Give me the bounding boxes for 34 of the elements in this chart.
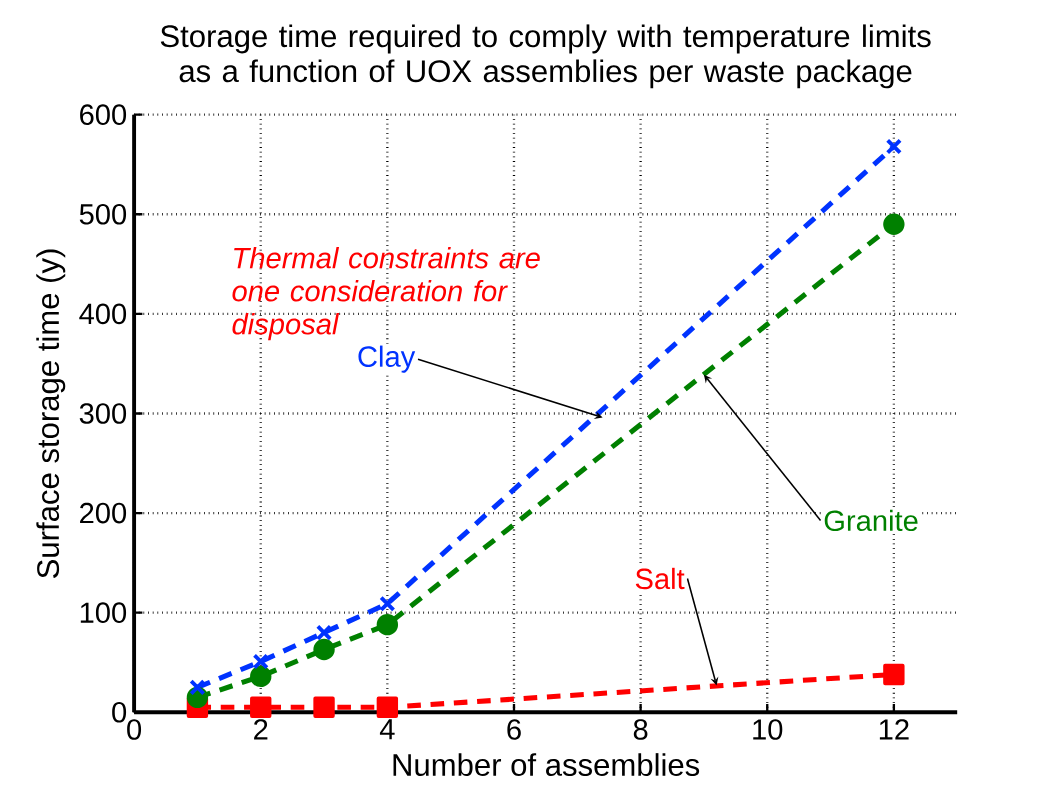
y-axis-title: Surface storage time (y)	[36, 249, 66, 579]
x-tick-label: 0	[127, 719, 142, 740]
annotation: Thermal constraints are one consideration for disposal	[232, 247, 540, 341]
text: Salt	[635, 567, 685, 590]
x-tick-label: 2	[254, 719, 268, 740]
x-tick-label: 6	[507, 719, 521, 740]
point	[379, 595, 396, 612]
point	[313, 638, 335, 661]
x-tick-label: 8	[633, 719, 648, 740]
x-tick-label: 4	[379, 719, 395, 740]
y-tick-label: 600	[80, 104, 127, 126]
point	[313, 696, 335, 719]
point	[189, 679, 206, 696]
point	[252, 653, 269, 670]
x-axis-title: Number of assemblies	[393, 753, 700, 777]
point	[315, 624, 333, 641]
x-tick-label: 10	[753, 719, 783, 740]
text: Granite	[824, 509, 918, 532]
point	[376, 696, 399, 719]
y-tick-label: 0	[112, 702, 127, 723]
point	[883, 663, 905, 686]
point	[250, 665, 272, 688]
y-tick-label: 200	[80, 502, 127, 524]
y-tick-label: 500	[79, 204, 127, 225]
point	[250, 696, 272, 719]
point	[885, 138, 902, 155]
chart-title: Storage time required to comply with temperature limits as a function of UOX assemblies per waste package	[160, 24, 931, 89]
y-tick-label: 300	[79, 403, 127, 424]
point	[376, 614, 399, 636]
y-tick-label: 400	[79, 303, 127, 325]
point	[883, 213, 905, 235]
y-tick-label: 100	[80, 602, 127, 624]
text: Clay	[358, 345, 416, 373]
x-tick-label: 12	[879, 719, 909, 740]
